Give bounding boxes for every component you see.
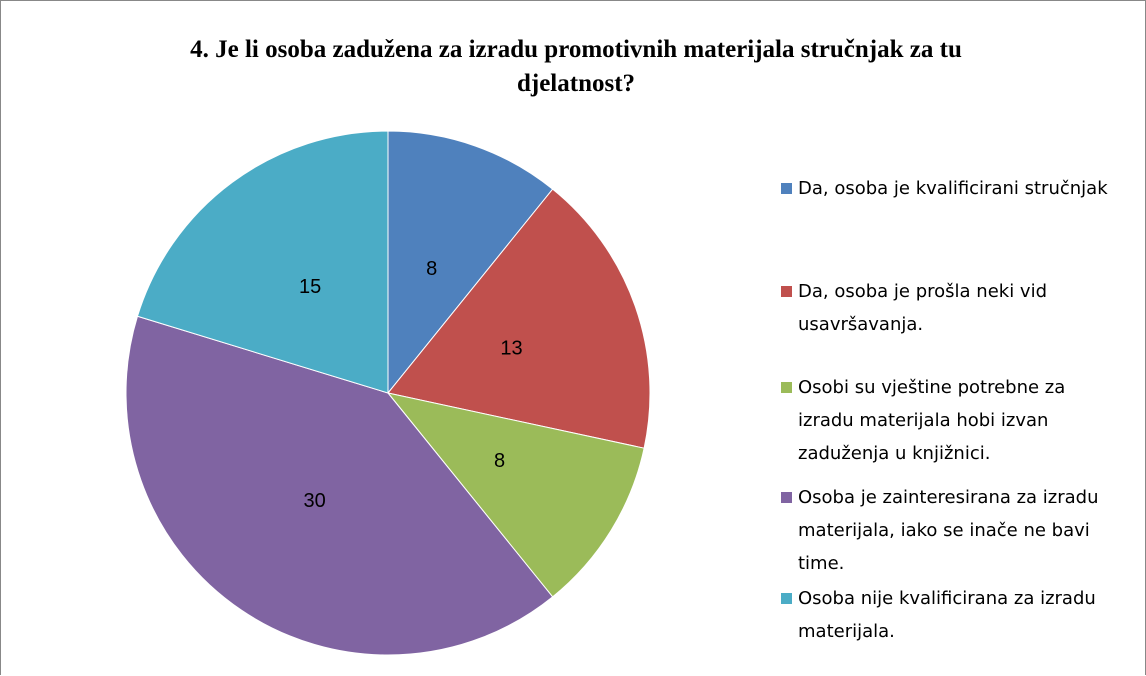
legend-label: Osoba je zainteresirana za izradu materi…	[798, 487, 1099, 574]
pie-slice	[386, 392, 645, 598]
legend-label: Da, osoba je kvalificirani stručnjak	[798, 178, 1108, 199]
legend-swatch	[781, 593, 792, 604]
legend-swatch	[781, 492, 792, 503]
data-label: 30	[304, 490, 326, 512]
legend-label: Osoba nije kvalificirana za izradu mater…	[798, 588, 1096, 642]
pie-slice	[136, 130, 389, 394]
legend-item: Osobi su vještine potrebne za izradu mat…	[781, 371, 1111, 470]
chart-title: 4. Je li osoba zadužena za izradu promot…	[190, 36, 962, 97]
data-label: 15	[299, 276, 321, 298]
pie-slice	[387, 130, 554, 395]
legend-swatch	[781, 183, 792, 194]
pie-slice	[125, 315, 554, 656]
legend-label: Da, osoba je prošla neki vid usavršavanj…	[798, 281, 1047, 335]
data-label: 8	[426, 258, 437, 280]
legend-item: Da, osoba je prošla neki vid usavršavanj…	[781, 275, 1111, 341]
legend-item: Da, osoba je kvalificirani stručnjak	[781, 172, 1111, 205]
legend-swatch	[781, 382, 792, 393]
legend-item: Osoba je zainteresirana za izradu materi…	[781, 481, 1111, 580]
legend-swatch	[781, 286, 792, 297]
data-label: 13	[500, 338, 522, 360]
legend-item: Osoba nije kvalificirana za izradu mater…	[781, 582, 1111, 648]
legend-label: Osobi su vještine potrebne za izradu mat…	[798, 377, 1066, 464]
data-label: 8	[494, 450, 505, 472]
pie-slice	[387, 188, 651, 449]
